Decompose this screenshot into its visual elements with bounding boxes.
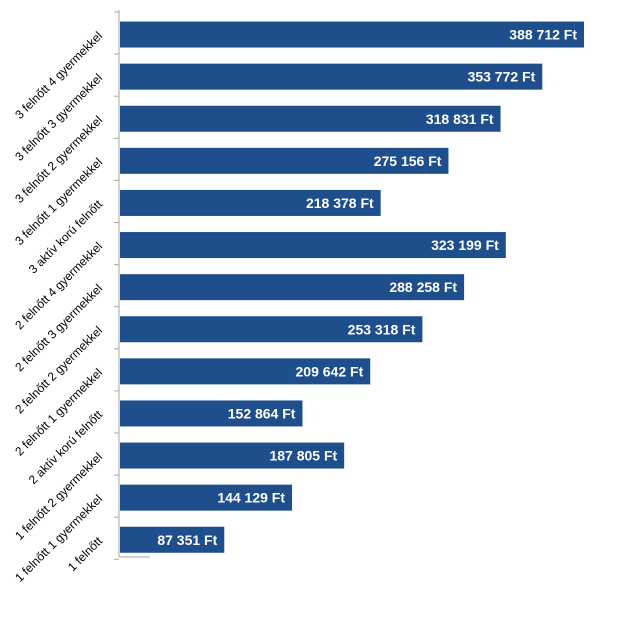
bar	[120, 189, 381, 216]
category-label: 1 felnőtt	[65, 534, 106, 575]
bar-value-label: 209 642 Ft	[296, 363, 364, 379]
category-label: 2 aktív korú felnőtt	[26, 407, 106, 487]
bar	[120, 147, 449, 174]
bar	[120, 63, 543, 90]
bar-value-label: 144 129 Ft	[217, 490, 285, 506]
bar-value-label: 218 378 Ft	[306, 195, 374, 211]
bar	[120, 274, 465, 301]
bar-value-label: 152 864 Ft	[228, 405, 296, 421]
bar	[120, 526, 225, 553]
bar	[120, 484, 293, 511]
bar	[120, 21, 584, 48]
bar-value-label: 87 351 Ft	[157, 532, 217, 548]
bar-value-label: 253 318 Ft	[348, 321, 416, 337]
bar	[120, 316, 423, 343]
bar	[120, 400, 303, 427]
bar-value-label: 318 831 Ft	[426, 111, 494, 127]
category-label: 3 aktív korú felnőtt	[26, 197, 106, 277]
bar	[120, 105, 501, 132]
bar-value-label: 323 199 Ft	[431, 237, 499, 253]
bar-value-label: 187 805 Ft	[269, 448, 337, 464]
bar-value-label: 275 156 Ft	[374, 153, 442, 169]
bar-value-label: 388 712 Ft	[509, 27, 577, 43]
bar	[120, 358, 371, 385]
bars-layer: 388 712 Ft 353 772 Ft 318 831 Ft 275 156 Ft…	[114, 11, 584, 560]
bar	[120, 442, 345, 469]
bar	[120, 232, 506, 259]
bar-value-label: 353 772 Ft	[468, 69, 536, 85]
bar-value-label: 288 258 Ft	[389, 279, 457, 295]
